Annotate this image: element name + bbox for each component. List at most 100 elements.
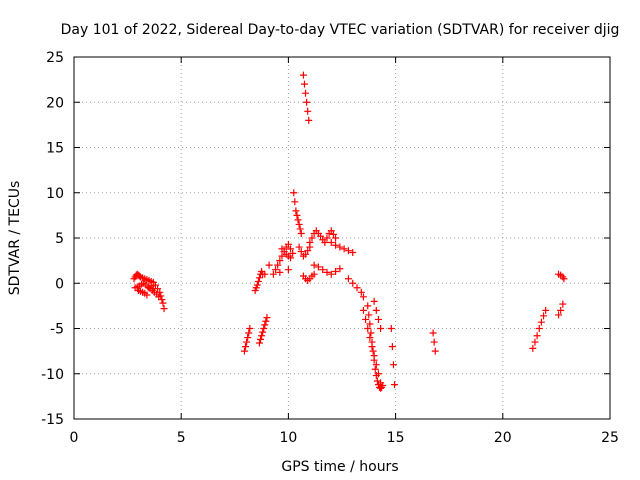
- data-point: [297, 229, 305, 237]
- data-point: [336, 265, 344, 273]
- data-point: [533, 332, 541, 340]
- data-point: [240, 347, 248, 355]
- x-tick-label: 15: [387, 430, 405, 446]
- data-point: [291, 198, 299, 206]
- data-point: [431, 347, 439, 355]
- data-point: [306, 239, 314, 247]
- data-point: [535, 325, 543, 332]
- data-point: [529, 344, 537, 352]
- y-tick-label: -15: [41, 412, 64, 428]
- data-point: [260, 325, 268, 332]
- data-point: [364, 302, 372, 310]
- data-point: [391, 381, 399, 389]
- data-point: [244, 334, 252, 342]
- data-point: [369, 347, 377, 355]
- data-point: [243, 338, 251, 346]
- data-point: [293, 211, 301, 219]
- data-point: [255, 274, 263, 282]
- data-point: [295, 243, 303, 251]
- data-point: [159, 299, 167, 307]
- data-point: [349, 279, 357, 287]
- data-point: [379, 382, 387, 390]
- data-point: [340, 245, 348, 253]
- data-point: [151, 281, 159, 289]
- y-tick-label: 10: [46, 186, 64, 202]
- data-point: [160, 305, 168, 313]
- data-point: [372, 306, 380, 314]
- data-point: [269, 270, 277, 278]
- data-point: [242, 343, 250, 351]
- data-point: [377, 325, 385, 332]
- data-point: [329, 230, 337, 238]
- y-tick-label: 15: [46, 141, 64, 157]
- data-point: [327, 227, 335, 235]
- x-tick-label: 25: [601, 430, 619, 446]
- data-point: [372, 372, 380, 380]
- data-point: [317, 232, 325, 240]
- data-point: [299, 71, 307, 79]
- y-tick-label: 0: [55, 276, 64, 292]
- data-point: [374, 315, 382, 323]
- data-point: [540, 312, 548, 320]
- data-point: [274, 261, 282, 269]
- data-point: [300, 80, 308, 88]
- data-point: [321, 239, 329, 247]
- data-point: [370, 297, 378, 305]
- data-point: [297, 248, 305, 256]
- data-point: [261, 321, 269, 329]
- data-point: [359, 293, 367, 301]
- chart-title: Day 101 of 2022, Sidereal Day-to-day VTE…: [61, 22, 620, 38]
- data-point: [332, 267, 340, 275]
- data-point: [336, 243, 344, 251]
- data-point: [257, 335, 265, 343]
- data-point: [359, 306, 367, 314]
- data-point: [296, 225, 304, 233]
- data-point: [276, 257, 284, 265]
- data-point: [262, 317, 270, 325]
- data-point: [310, 270, 318, 278]
- data-point: [365, 311, 373, 319]
- data-point: [557, 306, 565, 314]
- data-point: [310, 261, 318, 269]
- data-point: [289, 249, 297, 257]
- data-point: [292, 207, 300, 215]
- data-point: [332, 241, 340, 249]
- data-point: [302, 250, 310, 258]
- data-point: [265, 261, 273, 269]
- y-tick-label: 5: [55, 231, 64, 247]
- data-point: [366, 320, 374, 328]
- data-point: [344, 247, 352, 255]
- data-point: [284, 240, 292, 248]
- data-point: [349, 248, 357, 256]
- x-tick-label: 0: [70, 430, 79, 446]
- x-tick-label: 10: [279, 430, 297, 446]
- data-point: [261, 270, 269, 278]
- data-point: [327, 270, 335, 278]
- data-point: [559, 300, 567, 308]
- x-tick-label: 5: [177, 430, 186, 446]
- data-point: [389, 361, 397, 369]
- data-point: [368, 338, 376, 346]
- data-point: [294, 216, 302, 224]
- data-point: [263, 314, 271, 322]
- y-tick-label: 25: [46, 50, 64, 66]
- data-point: [314, 263, 322, 271]
- y-axis-label: SDTVAR / TECUs: [7, 181, 23, 296]
- data-point: [305, 116, 313, 124]
- data-point: [303, 98, 311, 106]
- y-tick-label: -10: [41, 367, 64, 383]
- data-point: [304, 107, 312, 115]
- data-point: [319, 266, 327, 274]
- x-axis-label: GPS time / hours: [281, 459, 398, 475]
- data-point: [276, 268, 284, 276]
- data-point: [430, 338, 438, 346]
- data-point: [387, 325, 395, 332]
- data-point: [143, 291, 151, 299]
- grid-lines: [74, 57, 610, 419]
- data-point: [246, 325, 254, 332]
- tick-marks: [73, 56, 611, 420]
- data-point: [155, 293, 163, 301]
- data-point: [259, 328, 267, 336]
- data-point: [555, 311, 563, 319]
